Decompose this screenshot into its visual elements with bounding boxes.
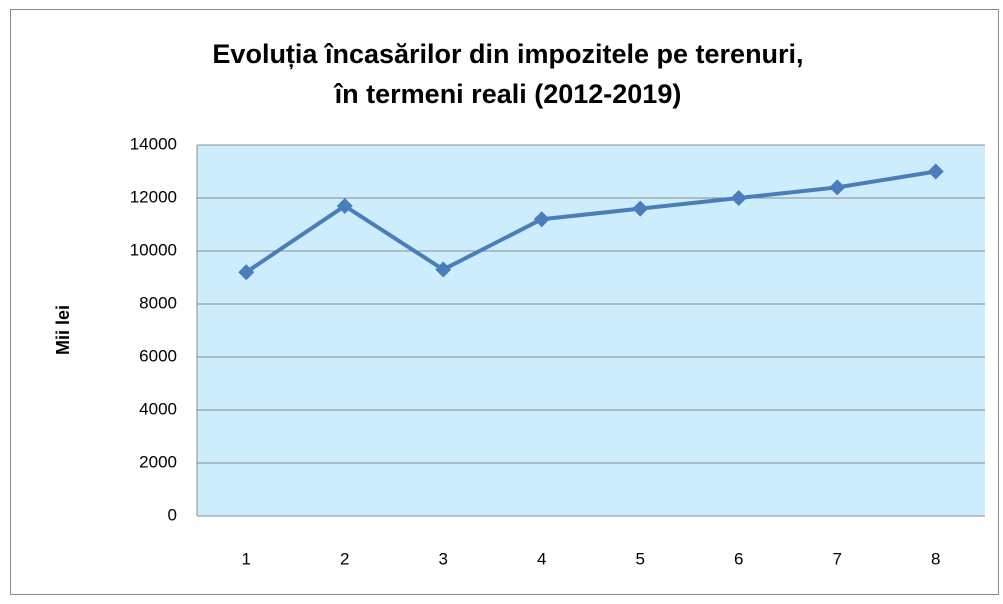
y-tick-label: 10000 xyxy=(130,240,177,259)
x-tick-label: 4 xyxy=(537,549,546,568)
y-tick-label: 4000 xyxy=(139,399,177,418)
x-tick-label: 8 xyxy=(931,549,940,568)
plot-area xyxy=(197,145,985,516)
y-axis-label: Mii lei xyxy=(53,305,73,355)
data-point xyxy=(533,211,550,228)
y-tick-label: 0 xyxy=(168,505,177,524)
data-point xyxy=(927,163,944,180)
chart-title: Evoluția încasărilor din impozitele pe t… xyxy=(212,39,803,69)
data-point xyxy=(632,200,649,217)
x-tick-label: 3 xyxy=(439,549,448,568)
y-tick-label: 14000 xyxy=(130,134,177,153)
y-tick-label: 8000 xyxy=(139,293,177,312)
chart-title: în termeni reali (2012-2019) xyxy=(333,79,682,109)
x-tick-label: 5 xyxy=(636,549,645,568)
y-tick-label: 6000 xyxy=(139,346,177,365)
y-tick-label: 2000 xyxy=(139,452,177,471)
x-tick-label: 1 xyxy=(242,549,251,568)
data-point xyxy=(829,179,846,196)
x-tick-label: 2 xyxy=(340,549,349,568)
y-tick-label: 12000 xyxy=(130,187,177,206)
x-tick-label: 6 xyxy=(734,549,743,568)
data-point xyxy=(336,197,353,214)
data-point xyxy=(730,190,747,206)
data-line xyxy=(245,169,937,274)
x-tick-label: 7 xyxy=(833,549,842,568)
data-point xyxy=(435,261,452,278)
data-point xyxy=(238,264,255,281)
